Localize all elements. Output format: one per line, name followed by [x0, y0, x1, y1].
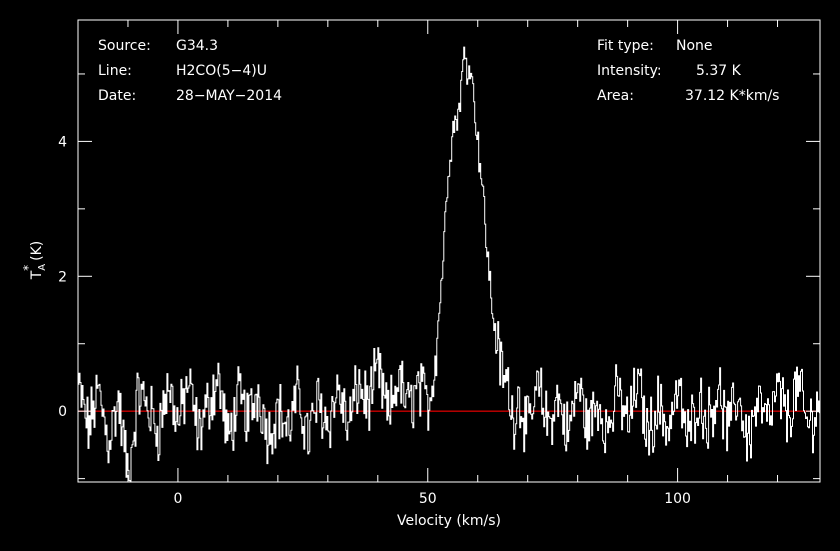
line-label: Line:	[98, 63, 132, 79]
line-value: H2CO(5−4)U	[176, 63, 267, 79]
date-value: 28−MAY−2014	[176, 88, 282, 104]
fit-type-label: Fit type:	[597, 38, 654, 54]
plot-frame	[77, 19, 821, 483]
x-tick-label: 100	[664, 491, 691, 507]
y-axis-label: TA* (K)	[21, 241, 48, 281]
y-axis-label-main: T	[29, 270, 45, 280]
plot-area	[78, 46, 820, 482]
source-value: G34.3	[176, 38, 218, 54]
plot-content	[78, 46, 820, 482]
y-tick-label: 2	[58, 269, 67, 285]
spectrum-line-0	[78, 46, 820, 482]
intensity-label: Intensity:	[597, 63, 662, 79]
x-tick-label: 50	[419, 491, 437, 507]
area-label: Area:	[597, 88, 634, 104]
svg-text:TA*(K): TA* (K)	[21, 241, 48, 281]
y-axis-label-sub: A	[37, 264, 48, 271]
y-axis-label-sup: *	[21, 265, 35, 271]
date-label: Date:	[98, 88, 136, 104]
axis-ticks: 0 50 100 0 2 4	[58, 20, 820, 507]
y-axis-label-unit: (K)	[29, 241, 45, 261]
source-label: Source:	[98, 38, 151, 54]
y-tick-label: 0	[58, 404, 67, 420]
y-tick-label: 4	[58, 134, 67, 150]
fit-type-value: None	[676, 38, 713, 54]
area-value: 37.12 K*km/s	[685, 88, 779, 104]
x-axis-label: Velocity (km/s)	[397, 513, 501, 529]
intensity-value: 5.37 K	[696, 63, 742, 79]
x-tick-label: 0	[173, 491, 182, 507]
